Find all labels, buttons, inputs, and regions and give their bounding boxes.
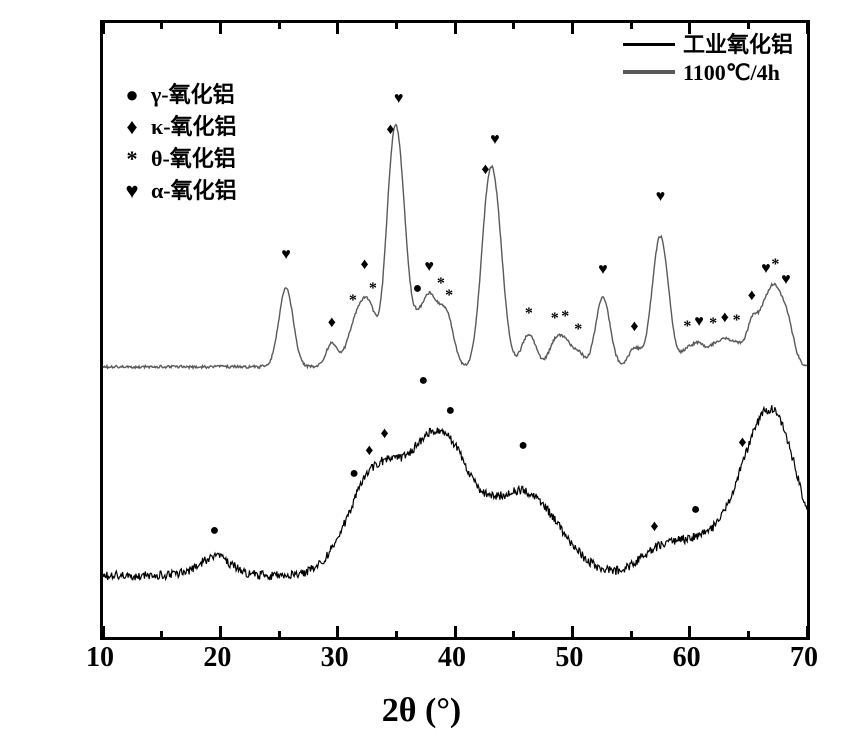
- peak-marker-theta: *: [771, 257, 779, 273]
- peak-marker-alpha: ♥: [694, 314, 704, 330]
- x-tick-label: 60: [673, 642, 701, 674]
- peak-marker-alpha: ♥: [656, 189, 666, 205]
- series-swatch: [623, 43, 675, 46]
- peak-marker-gamma: ●: [518, 438, 528, 454]
- phase-legend-row: * θ-氧化铝: [123, 143, 237, 175]
- phase-symbol: ♥: [123, 175, 141, 207]
- peak-marker-kappa: ♦: [361, 257, 369, 273]
- phase-label: θ-氧化铝: [151, 143, 236, 175]
- phase-label: κ-氧化铝: [151, 111, 237, 143]
- peak-marker-gamma: ●: [691, 502, 701, 518]
- x-tick-labels: 10203040506070: [100, 642, 810, 682]
- peak-marker-alpha: ♥: [761, 261, 771, 277]
- peak-marker-alpha: ♥: [281, 247, 291, 263]
- peak-marker-alpha: ♥: [598, 262, 608, 278]
- phase-symbol: ●: [123, 79, 141, 111]
- peak-marker-theta: *: [561, 309, 569, 325]
- peak-marker-theta: *: [574, 322, 582, 338]
- peak-marker-kappa: ♦: [481, 162, 489, 178]
- series-label: 工业氧化铝: [683, 31, 793, 59]
- peak-marker-alpha: ♥: [424, 259, 434, 275]
- peak-marker-theta: *: [437, 276, 445, 292]
- series-legend-row: 工业氧化铝: [623, 31, 793, 59]
- phase-legend-row: ♦ κ-氧化铝: [123, 111, 237, 143]
- plot-area: ●●♦♦●●●♦●♦♥♦*♦*♦♥●♥**♦♥****♥♦♥*♥*♦*♦♥*♥ …: [100, 20, 810, 640]
- x-tick-label: 70: [790, 642, 818, 674]
- peak-marker-theta: *: [709, 316, 717, 332]
- peak-marker-alpha: ♥: [781, 272, 791, 288]
- xrd-figure: Intensity (a.u.) ●●♦♦●●●♦●♦♥♦*♦*♦♥●♥**♦♥…: [0, 0, 843, 738]
- peak-marker-theta: *: [683, 319, 691, 335]
- phase-legend-row: ● γ-氧化铝: [123, 79, 237, 111]
- peak-marker-theta: *: [525, 306, 533, 322]
- series-swatch: [623, 70, 675, 74]
- peak-marker-kappa: ♦: [381, 426, 389, 442]
- peak-marker-theta: *: [349, 293, 357, 309]
- series-legend: 工业氧化铝 1100℃/4h: [623, 31, 793, 86]
- peak-marker-kappa: ♦: [630, 319, 638, 335]
- peak-marker-kappa: ♦: [738, 435, 746, 451]
- phase-legend-row: ♥ α-氧化铝: [123, 175, 237, 207]
- x-tick-label: 30: [321, 642, 349, 674]
- phase-label: α-氧化铝: [151, 175, 237, 207]
- peak-marker-theta: *: [733, 313, 741, 329]
- peak-marker-kappa: ♦: [365, 443, 373, 459]
- peak-marker-alpha: ♥: [394, 91, 404, 107]
- peak-marker-alpha: ♥: [490, 132, 500, 148]
- peak-marker-kappa: ♦: [748, 288, 756, 304]
- phase-symbol: *: [123, 143, 141, 175]
- peak-marker-theta: *: [369, 281, 377, 297]
- peak-marker-gamma: ●: [413, 281, 423, 297]
- x-axis-label: 2θ (°): [382, 692, 462, 730]
- peak-marker-kappa: ♦: [650, 519, 658, 535]
- phase-legend: ● γ-氧化铝 ♦ κ-氧化铝 * θ-氧化铝 ♥ α-氧化铝: [123, 79, 237, 207]
- x-tick-label: 10: [86, 642, 114, 674]
- phase-label: γ-氧化铝: [151, 79, 235, 111]
- peak-marker-kappa: ♦: [721, 310, 729, 326]
- series-label: 1100℃/4h: [683, 59, 780, 87]
- x-tick-label: 40: [438, 642, 466, 674]
- series-legend-row: 1100℃/4h: [623, 59, 793, 87]
- peak-marker-kappa: ♦: [328, 315, 336, 331]
- peak-marker-kappa: ♦: [386, 122, 394, 138]
- phase-symbol: ♦: [123, 111, 141, 143]
- peak-marker-theta: *: [551, 311, 559, 327]
- peak-marker-gamma: ●: [445, 403, 455, 419]
- peak-marker-gamma: ●: [418, 373, 428, 389]
- x-tick-label: 50: [555, 642, 583, 674]
- peak-marker-gamma: ●: [349, 466, 359, 482]
- x-tick-label: 20: [203, 642, 231, 674]
- peak-marker-gamma: ●: [210, 523, 220, 539]
- peak-marker-theta: *: [445, 288, 453, 304]
